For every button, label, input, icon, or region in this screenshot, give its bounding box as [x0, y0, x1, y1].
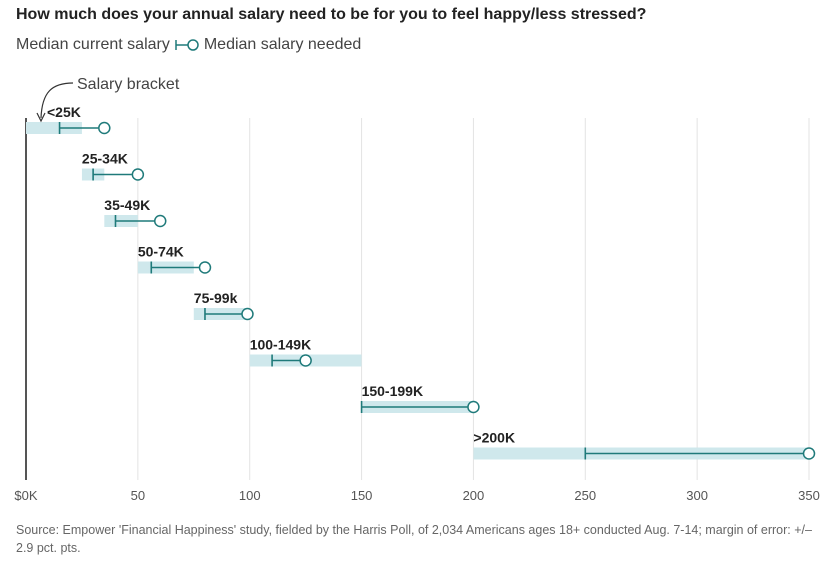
x-tick-label: 200 [463, 488, 485, 503]
median-needed-dot [242, 309, 253, 320]
bracket-label: 100-149K [250, 337, 312, 353]
bracket-label: 75-99k [194, 290, 238, 306]
x-tick-label: 250 [574, 488, 596, 503]
bracket-label: >200K [473, 430, 515, 446]
x-tick-label: 350 [798, 488, 820, 503]
bracket-label: 25-34K [82, 151, 128, 167]
bracket-label: 150-199K [362, 383, 424, 399]
x-tick-label: 150 [351, 488, 373, 503]
source-note: Source: Empower 'Financial Happiness' st… [16, 521, 816, 557]
bracket-label: 35-49K [104, 197, 150, 213]
median-needed-dot [199, 262, 210, 273]
bracket-label: 50-74K [138, 244, 184, 260]
median-needed-dot [468, 402, 479, 413]
x-tick-label: 50 [131, 488, 145, 503]
median-needed-dot [300, 355, 311, 366]
x-tick-label: 100 [239, 488, 261, 503]
x-tick-label: $0K [14, 488, 37, 503]
median-needed-dot [804, 448, 815, 459]
median-needed-dot [99, 123, 110, 134]
x-tick-label: 300 [686, 488, 708, 503]
annotation-text: Salary bracket [77, 76, 180, 93]
median-needed-dot [132, 169, 143, 180]
bracket-label: <25K [47, 104, 81, 120]
median-needed-dot [155, 216, 166, 227]
